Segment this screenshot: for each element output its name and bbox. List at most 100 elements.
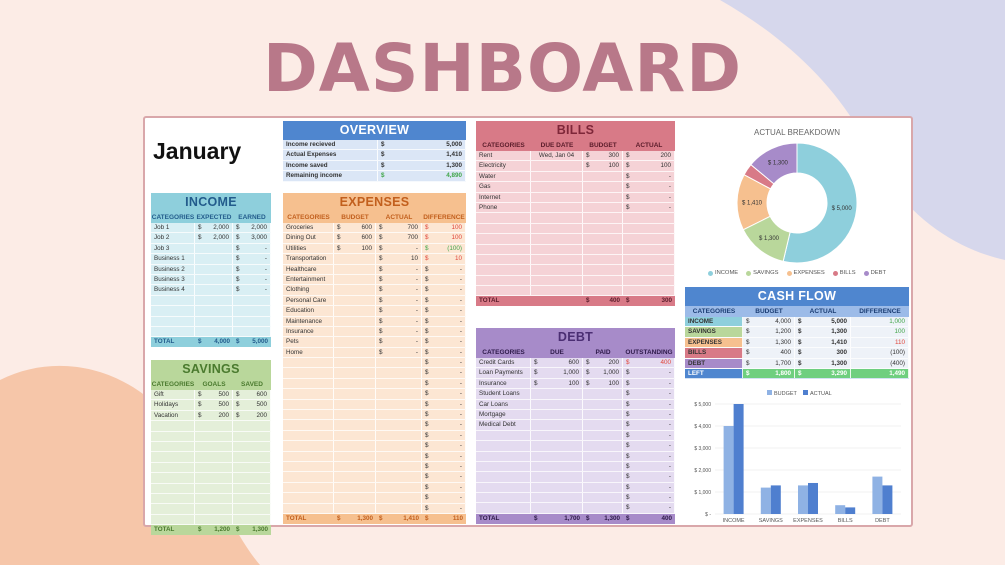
currency-symbol: $ [425,338,429,346]
income-cell [195,295,233,306]
debt-row: $ - [476,503,675,514]
savings-header-2: SAVED [241,381,263,388]
income-amount: 2,000 [213,234,229,242]
savings-cell [233,452,271,462]
savings-total-amount: 1,300 [252,526,268,534]
cashflow-amount: 1,200 [775,328,791,336]
savings-cell [233,473,271,483]
expenses-cell: $ - [422,493,466,503]
expenses-row: $ - [283,451,466,462]
income-cell: $ - [233,243,271,254]
income-header: INCOME [151,193,271,212]
income-total-row: TOTAL $4,000 $5,000 [151,337,271,348]
debt-cell: $1,000 [531,368,583,378]
currency-symbol: $ [381,151,385,159]
overview-value: $1,410 [378,150,466,160]
bills-row: Water $ - [476,171,675,183]
budget-actual-chart-panel: BUDGET ACTUAL $ - $ 1,000 $ 2,000 $ 3,000 $ 4,… [685,386,909,526]
currency-symbol: $ [425,494,429,502]
income-total-amount: 4,000 [214,338,230,346]
expenses-cell: $ - [376,306,422,316]
bills-cell [476,275,531,286]
cashflow-amount: 1,300 [831,359,847,367]
cashflow-amount: 1,700 [775,359,791,367]
currency-symbol: $ [534,379,538,387]
savings-row [151,431,271,442]
income-panel: INCOME CATEGORIES EXPECTED EARNED Job 1 $2,0… [151,193,271,348]
expenses-total-cell: TOTAL [286,514,307,522]
debt-cell: Car Loans [476,399,531,409]
cashflow-actual: $5,000 [795,317,851,327]
expenses-total-cell: $1,300 [334,514,376,524]
donut-label-income: $ 5,000 [832,206,853,212]
legend-item-debt: DEBT [863,270,886,276]
bills-cell: $ - [623,171,675,182]
currency-symbol: $ [626,193,630,201]
debt-column-headers: CATEGORIES DUE PAID OUTSTANDING [476,347,675,358]
bills-row [476,223,675,235]
currency-symbol: $ [425,296,429,304]
budget-actual-bar-chart: BUDGET ACTUAL $ - $ 1,000 $ 2,000 $ 3,000 $ 4,… [694,390,901,524]
expenses-row: $ - [283,410,466,421]
expenses-cell [334,347,376,358]
expenses-cell [334,472,376,482]
legend-item-bills: BILLS [832,270,856,276]
currency-symbol: $ [425,359,429,367]
savings-total-row: TOTAL $1,200 $1,300 [151,525,271,536]
expenses-cell [334,399,376,410]
expenses-row: $ - [283,358,466,369]
expenses-cell [283,378,334,389]
debt-cell: Loan Payments [476,368,531,378]
savings-total-amount: 1,200 [214,526,230,534]
expenses-amount: - [459,327,462,335]
income-cell [233,306,271,316]
bills-cell: $100 [583,161,623,171]
expenses-cell [283,389,334,399]
y-tick-label: $ 1,000 [694,490,711,496]
legend-item-savings: SAVINGS [746,270,779,276]
debt-cell [531,461,583,472]
savings-cell: Holidays [151,400,195,410]
currency-symbol: $ [746,328,750,336]
bills-cell [531,161,583,171]
expenses-amount: - [459,462,462,470]
bills-total-amount: 400 [609,297,620,305]
currency-symbol: $ [425,234,429,242]
currency-symbol: $ [337,244,341,252]
legend-label-actual: ACTUAL [810,391,832,397]
expenses-cell: Insurance [283,326,334,337]
income-cell: Job 2 [151,233,195,243]
expenses-amount: - [459,400,462,408]
savings-cell: $200 [195,410,233,421]
expenses-cell [334,316,376,326]
currency-symbol: $ [379,327,383,335]
currency-symbol: $ [379,234,383,242]
currency-symbol: $ [236,275,240,283]
breakdown-donut-chart: $ 5,000 $ 1,300 $ 1,410 $ 1,300 [736,142,858,264]
debt-header-2: PAID [595,349,611,356]
currency-symbol: $ [746,318,750,325]
income-row [151,295,271,307]
bar-budget-income [723,426,734,514]
income-total-amount: 5,000 [252,338,268,346]
savings-row: Holidays $500 $500 [151,400,271,411]
currency-symbol: $ [798,338,802,346]
bills-row [476,213,675,224]
income-amount: - [264,244,267,252]
bills-cell [623,254,675,265]
debt-cell [583,451,623,461]
cashflow-header-3: DIFFERENCE [859,308,901,315]
bar-actual-bills [845,507,856,514]
currency-symbol: $ [379,255,383,263]
y-tick-label: $ 2,000 [694,468,711,474]
debt-cell [583,399,623,409]
debt-cell: $400 [623,358,675,368]
expenses-cell: $ - [422,482,466,493]
overview-amount: 1,410 [446,151,462,159]
debt-cell [531,420,583,430]
expenses-cell: $ - [422,295,466,306]
expenses-header-1: BUDGET [341,214,369,221]
expenses-amount: - [415,338,418,346]
expenses-cell: $ - [376,285,422,295]
bills-cell: $ - [623,182,675,192]
